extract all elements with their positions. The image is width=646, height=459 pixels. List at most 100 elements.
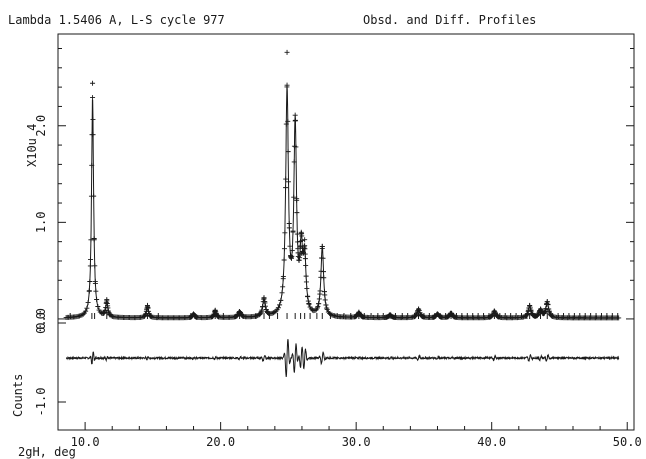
observed-point	[321, 289, 327, 295]
observed-point	[275, 305, 281, 311]
observed-point	[283, 185, 289, 191]
observed-point	[105, 305, 111, 311]
observed-point	[212, 307, 218, 313]
observed-point	[413, 313, 419, 319]
observed-point	[148, 313, 154, 319]
observed-point	[265, 310, 271, 316]
observed-point	[262, 298, 268, 304]
observed-point	[299, 237, 305, 243]
observed-point	[90, 95, 96, 101]
y-tick-label: 2.0	[34, 115, 48, 137]
observed-point	[293, 144, 299, 150]
observed-point	[92, 263, 98, 269]
observed-point	[286, 220, 292, 226]
observed-point	[292, 118, 298, 124]
observed-point	[258, 309, 264, 315]
observed-point	[281, 246, 287, 252]
observed-point	[86, 288, 92, 294]
observed-point	[299, 233, 305, 239]
observed-point	[324, 305, 330, 311]
x-axis-label: 2gH, deg	[18, 445, 76, 459]
chart-title-left: Lambda 1.5406 A, L-S cycle 977	[8, 13, 225, 27]
observed-point	[265, 310, 271, 316]
observed-point	[315, 304, 321, 310]
observed-point	[416, 306, 422, 312]
observed-point	[88, 257, 94, 263]
observed-point	[319, 245, 325, 251]
observed-point	[278, 297, 284, 303]
observed-point	[90, 132, 96, 138]
diff-tick-label: -1.0	[34, 388, 48, 417]
observed-point	[91, 193, 97, 199]
observed-point	[434, 311, 440, 317]
observed-point	[306, 301, 312, 307]
observed-point	[294, 196, 300, 202]
observed-point	[287, 243, 293, 249]
y-axis-label-top: X10u 4	[25, 124, 39, 167]
observed-point	[302, 237, 308, 243]
observed-point	[283, 176, 289, 182]
observed-point	[300, 250, 306, 256]
observed-point	[296, 257, 302, 263]
observed-point	[549, 313, 555, 319]
observed-point	[93, 288, 99, 294]
x-tick-label: 40.0	[477, 435, 506, 449]
observed-point	[323, 302, 329, 308]
diff-tick-label: 0.0	[34, 312, 48, 334]
observed-point	[528, 308, 534, 314]
observed-point	[452, 314, 458, 320]
plot-frame	[57, 33, 635, 431]
observed-point	[144, 302, 150, 308]
observed-point	[317, 288, 323, 294]
observed-point	[292, 112, 298, 118]
observed-point	[210, 313, 216, 319]
observed-point	[288, 254, 294, 260]
observed-point	[261, 295, 267, 301]
observed-point	[291, 159, 297, 165]
observed-point	[104, 301, 110, 307]
observed-point	[285, 149, 291, 155]
observed-point	[322, 297, 328, 303]
observed-point	[145, 305, 151, 311]
x-tick-label: 50.0	[613, 435, 642, 449]
observed-point	[87, 263, 93, 269]
observed-point	[305, 298, 311, 304]
observed-point	[104, 297, 110, 303]
difference-profile-line	[65, 339, 620, 378]
calculated-profile-line	[66, 85, 619, 319]
observed-point	[103, 304, 109, 310]
observed-point	[496, 314, 502, 320]
observed-point	[303, 273, 309, 279]
observed-profile-points	[63, 49, 622, 321]
observed-point	[305, 293, 311, 299]
observed-point	[527, 305, 533, 311]
observed-point	[542, 308, 548, 314]
y-tick-label: 0.0	[34, 308, 48, 330]
observed-point	[91, 237, 97, 243]
observed-point	[286, 225, 292, 231]
observed-point	[107, 311, 113, 317]
observed-point	[101, 310, 107, 316]
observed-point	[286, 179, 292, 185]
observed-point	[281, 257, 287, 263]
observed-point	[107, 312, 113, 318]
chart-title-right: Obsd. and Diff. Profiles	[363, 13, 536, 27]
observed-point	[90, 117, 96, 123]
y-axis-label-bottom: Counts	[11, 374, 25, 417]
observed-point	[146, 308, 152, 314]
observed-point	[241, 313, 247, 319]
observed-point	[303, 262, 309, 268]
observed-point	[321, 269, 327, 275]
observed-point	[316, 301, 322, 307]
difference-axis-ticks: 0.0 -1.0	[34, 312, 66, 416]
observed-point	[280, 273, 286, 279]
observed-point	[285, 118, 291, 124]
observed-point	[302, 243, 308, 249]
observed-point	[321, 275, 327, 281]
observed-point	[391, 314, 397, 320]
observed-point	[524, 311, 530, 317]
observed-point	[291, 194, 297, 200]
x-tick-label: 20.0	[206, 435, 235, 449]
observed-point	[234, 312, 240, 318]
